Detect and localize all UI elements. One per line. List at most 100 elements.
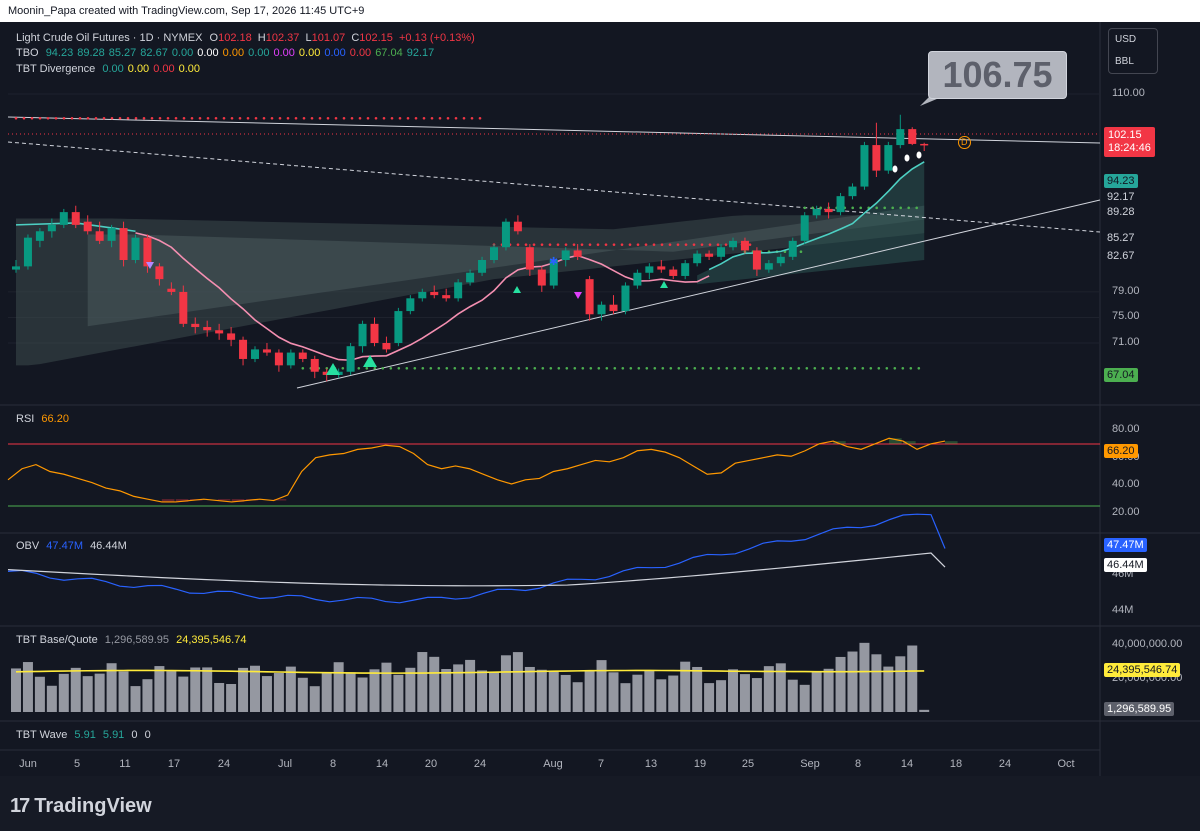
obv-label: OBV [16,540,40,552]
white-marker [904,154,910,162]
dotted-level-point [797,366,801,370]
dotted-level-point [805,366,809,370]
time-axis-label: 17 [168,758,180,770]
dotted-level-point [46,116,50,120]
volume-bar [82,676,93,712]
volume-bar [453,664,464,712]
candle-body [609,304,618,312]
obv-legend: OBV 47.47M 46.44M [16,540,131,552]
candle-body [466,272,475,283]
candle-body [621,285,630,312]
candle-body [83,221,92,232]
volume-bar [477,670,488,712]
volume-bar [823,668,834,712]
bar-countdown: 18:24:46 [1108,142,1151,154]
price-axis-tick: 110.00 [1112,87,1145,99]
candle-body [382,343,391,350]
price-callout[interactable]: 106.75 [928,51,1067,99]
dotted-level-point [621,366,625,370]
dotted-level-point [853,366,857,370]
dotted-level-point [556,243,560,246]
dotted-level-point [581,366,585,370]
tbo-inner-band [87,205,925,327]
tradingview-logo[interactable]: 17 TradingView [10,795,152,818]
volume-bar [608,672,619,712]
dotted-level-point [573,366,577,370]
candle-body [430,291,439,296]
volume-bar [716,680,727,712]
time-axis-label: 24 [218,758,230,770]
dotted-level-point [748,243,752,246]
dotted-level-point [286,116,290,120]
dotted-level-point [668,243,672,246]
candle-body [764,263,773,270]
dotted-level-point [524,243,528,246]
volume-bar [680,661,691,712]
dotted-level-point [540,243,544,246]
candle-body [848,186,857,197]
resistance-line[interactable] [7,116,1101,144]
obv-axis-tick: 44M [1112,604,1134,616]
descending-dashed-line[interactable] [7,141,1101,233]
volume-bar [895,656,906,712]
volume-bar [907,645,918,712]
dotted-level-point [653,366,657,370]
candle-body [681,263,690,276]
candle-body [358,323,367,347]
tbo-value-9: 0.00 [298,47,321,59]
volume-bar [405,667,416,712]
volume-bar [919,709,930,712]
open-value: 102.18 [218,32,252,44]
dotted-level-point [190,116,194,120]
dotted-level-point [429,366,433,370]
dotted-level-point [310,116,314,120]
obv-ma-value: 46.44M [90,540,127,552]
dotted-level-point [102,116,106,120]
dotted-level-point [620,243,624,246]
low-value: 101.07 [311,32,346,44]
currency-unit-selector[interactable]: USD BBL [1108,28,1158,74]
time-axis[interactable]: Jun 5 11 17 24 Jul 8 14 20 24 Aug 7 13 19 25 Sep 8 14 18 24… [19,758,1074,770]
dotted-level-point [605,366,609,370]
candle-body [179,291,188,324]
close-label: C [351,32,360,44]
dotted-level-point [438,116,442,120]
dotted-level-point [366,116,370,120]
candle-body [23,237,32,267]
dotted-level-point [390,116,394,120]
volume-bar [190,667,201,712]
dotted-level-point [517,366,521,370]
buy-signal-triangle [363,355,377,367]
dotted-level-point [421,366,425,370]
dotted-level-point [270,116,274,120]
candle-body [191,323,200,328]
candle-body [119,228,128,260]
dotted-level-point [478,116,482,120]
candle-body [597,304,606,315]
chart-area[interactable] [0,22,1200,776]
dotted-level-point [861,366,865,370]
dotted-level-point [509,366,513,370]
volume-bar [261,676,272,712]
dividend-marker[interactable]: D [958,136,971,149]
tbo-values: 94.23 89.28 85.27 82.67 0.00 0.00 0.00 0.00 0.00… [46,47,439,59]
support-trendline[interactable] [296,199,1101,389]
dotted-level-point [613,366,617,370]
candle-body [322,371,331,375]
volume-bar [178,676,189,712]
dotted-level-point [693,366,697,370]
dotted-level-point [909,366,913,370]
dotted-level-point [717,366,721,370]
tbo-value-11: 0.00 [349,47,372,59]
dotted-level-point [462,116,466,120]
tbo-dotted-levels [14,116,921,370]
dotted-level-point [564,243,568,246]
dotted-level-point [701,366,705,370]
rsi-axis-tick: 40.00 [1112,478,1140,491]
dotted-level-point [382,116,386,120]
divergence-value-1: 0.00 [127,63,150,75]
dotted-level-point [158,116,162,120]
dotted-level-point [565,366,569,370]
dotted-level-point [837,366,841,370]
